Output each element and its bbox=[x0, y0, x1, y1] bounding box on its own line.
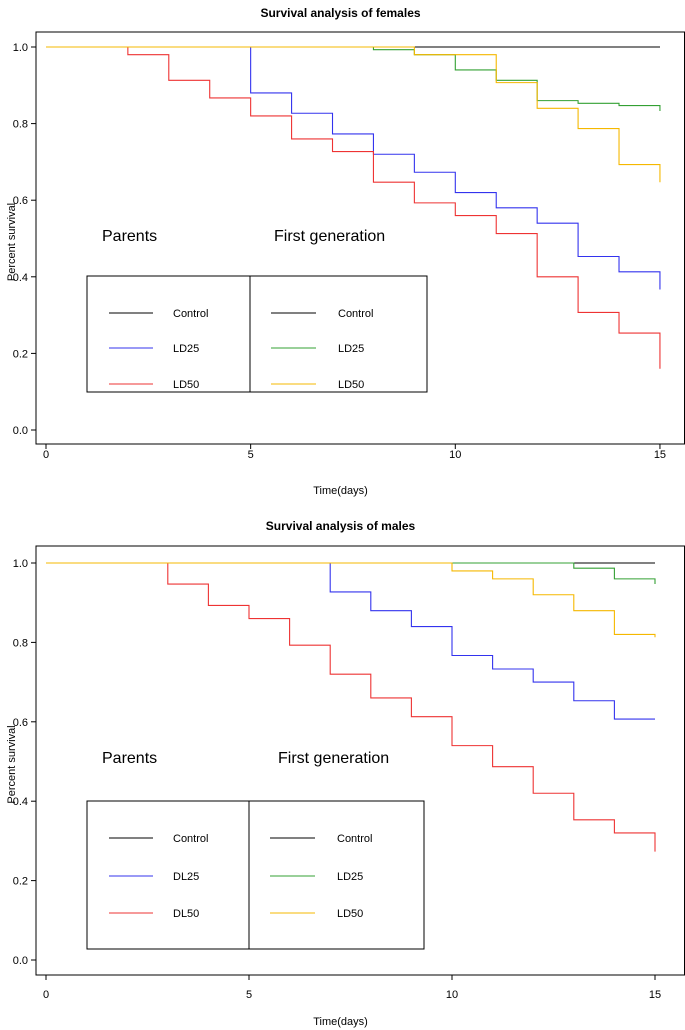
legend-label: Control bbox=[338, 308, 373, 320]
legend-label: Control bbox=[337, 833, 372, 845]
legend-label: LD50 bbox=[337, 908, 363, 920]
x-axis-label: Time(days) bbox=[313, 1016, 368, 1028]
legend-label: DL25 bbox=[173, 871, 199, 883]
series-line-first-generation-ld25 bbox=[46, 46, 661, 111]
y-axis-label: Percent survival bbox=[6, 203, 18, 281]
x-axis-label: Time(days) bbox=[313, 485, 368, 497]
x-tick-label: 0 bbox=[43, 989, 49, 1001]
y-tick-label: 0.8 bbox=[13, 119, 28, 131]
legend-label: LD50 bbox=[338, 379, 364, 391]
y-tick-label: 0.4 bbox=[13, 796, 28, 808]
y-tick-label: 0.6 bbox=[13, 195, 28, 207]
group-label-first-generation: First generation bbox=[278, 750, 389, 767]
y-tick-label: 0.8 bbox=[13, 637, 28, 649]
legend-label: Control bbox=[173, 308, 208, 320]
group-label-parents: Parents bbox=[102, 228, 157, 245]
y-tick-label: 0.2 bbox=[13, 876, 28, 888]
legend-label: LD25 bbox=[173, 343, 199, 355]
series-line-first-generation-ld25 bbox=[46, 562, 656, 585]
y-tick-label: 0.2 bbox=[13, 348, 28, 360]
chart-title: Survival analysis of females bbox=[260, 6, 420, 20]
legend-label: LD25 bbox=[338, 343, 364, 355]
legend-box bbox=[86, 800, 425, 950]
series-line-parents-dl25 bbox=[46, 562, 655, 720]
y-tick-label: 0.0 bbox=[13, 955, 28, 967]
x-tick-label: 5 bbox=[248, 449, 254, 461]
legend-label: LD25 bbox=[337, 871, 363, 883]
x-tick-label: 0 bbox=[43, 449, 49, 461]
y-axis-label: Percent survival bbox=[6, 725, 18, 803]
y-tick-label: 1.0 bbox=[13, 558, 28, 570]
series-line-first-generation-ld50 bbox=[46, 562, 656, 638]
legend-label: LD50 bbox=[173, 379, 199, 391]
legend-box bbox=[86, 275, 428, 393]
x-tick-label: 15 bbox=[654, 449, 666, 461]
y-tick-label: 0.4 bbox=[13, 272, 28, 284]
series-line-first-generation-ld50 bbox=[46, 46, 661, 183]
legend-label: DL50 bbox=[173, 908, 199, 920]
y-tick-label: 0.0 bbox=[13, 425, 28, 437]
chart-title: Survival analysis of males bbox=[266, 519, 416, 533]
series-line-parents-ld25 bbox=[46, 46, 661, 290]
x-tick-label: 10 bbox=[446, 989, 458, 1001]
x-tick-label: 15 bbox=[649, 989, 661, 1001]
legend-label: Control bbox=[173, 833, 208, 845]
group-label-first-generation: First generation bbox=[274, 228, 385, 245]
series-line-parents-dl50 bbox=[46, 562, 656, 852]
x-tick-label: 5 bbox=[246, 989, 252, 1001]
y-tick-label: 0.6 bbox=[13, 717, 28, 729]
y-tick-label: 1.0 bbox=[13, 42, 28, 54]
series-line-parents-ld50 bbox=[46, 46, 661, 369]
x-tick-label: 10 bbox=[449, 449, 461, 461]
group-label-parents: Parents bbox=[102, 750, 157, 767]
